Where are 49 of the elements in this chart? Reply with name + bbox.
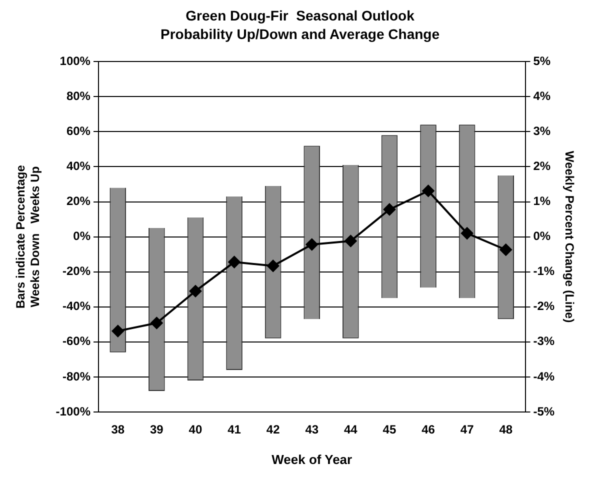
x-tick-label: 47: [460, 422, 474, 437]
y-tick-label: -20%: [62, 264, 91, 278]
point: [422, 184, 434, 197]
y2-tick-label: 3%: [533, 124, 551, 138]
x-tick-label: 45: [382, 422, 396, 437]
x-tick-label: 38: [111, 422, 125, 437]
y-axis-title: Bars indicate Percentage Weeks Down Weeks Up: [14, 164, 42, 309]
y-tick-label: -100%: [56, 404, 91, 418]
x-tick-label: 42: [266, 422, 280, 437]
x-tick-label: 46: [422, 422, 436, 437]
chart-title: Green Doug-Fir Seasonal Outlook: [186, 7, 415, 24]
y2-tick-label: -2%: [533, 299, 555, 314]
y2-tick-label: -4%: [533, 369, 555, 384]
x-axis-title: Week of Year: [272, 452, 352, 467]
y2-tick-label: -5%: [533, 404, 555, 418]
y2-tick-label: 5%: [533, 54, 551, 68]
y-tick-label: -60%: [62, 334, 91, 348]
y-tick-label: 100%: [60, 54, 91, 68]
point: [344, 235, 357, 248]
point: [461, 227, 474, 240]
y2-tick-label: -3%: [533, 334, 555, 348]
y2-axis-title: Weekly Percent Change (Line): [562, 150, 576, 323]
y2-tick-label: 2%: [533, 159, 551, 174]
point: [306, 238, 318, 251]
x-tick-label: 41: [228, 422, 242, 437]
y2-tick-label: 0%: [533, 229, 551, 244]
y2-tick-label: -1%: [533, 264, 555, 278]
y-tick-label: -40%: [62, 299, 91, 314]
point: [500, 244, 512, 256]
point: [228, 256, 240, 268]
point: [150, 317, 163, 329]
point: [189, 285, 202, 298]
x-tick-label: 40: [188, 422, 202, 437]
y-tick-label: 0%: [73, 229, 91, 244]
y-tick-label: 60%: [66, 124, 91, 138]
x-tick-label: 44: [344, 422, 358, 437]
y-tick-label: 40%: [66, 159, 91, 174]
point: [383, 203, 396, 216]
x-tick-label: 39: [150, 422, 164, 437]
point: [267, 260, 280, 272]
y2-tick-label: 1%: [533, 194, 551, 208]
x-tick-label: 48: [499, 422, 513, 437]
chart-subtitle: Probability Up/Down and Average Change: [160, 26, 440, 42]
y-tick-label: 20%: [66, 194, 91, 208]
point: [112, 325, 124, 338]
x-tick-label: 43: [305, 422, 319, 437]
y-tick-label: 80%: [66, 88, 91, 103]
y-tick-label: -80%: [62, 369, 91, 384]
y2-tick-label: 4%: [533, 88, 551, 103]
